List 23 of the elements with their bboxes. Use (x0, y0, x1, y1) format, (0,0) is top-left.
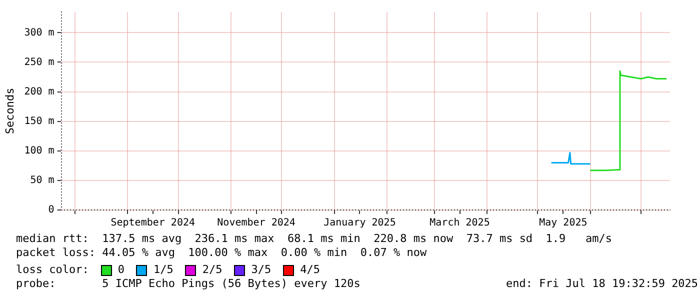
x-tick-label: January 2025 (324, 218, 396, 229)
legend-title: loss color: (16, 263, 89, 277)
y-tick-label: 300 m (24, 27, 54, 38)
y-tick-label: 0 (48, 204, 54, 216)
y-tick-label: 150 m (24, 116, 54, 127)
legend-label: 3/5 (251, 263, 272, 277)
y-tick-label: 200 m (24, 86, 54, 98)
y-axis-title: Seconds (3, 88, 16, 134)
legend-label: 2/5 (202, 263, 222, 277)
x-tick-label: September 2024 (110, 218, 196, 229)
text: probe: 5 ICMP Echo Pings (56 Bytes) every 120s (16, 277, 360, 291)
y-tick-label: 50 m (30, 175, 54, 186)
text: median rtt: 137.5 ms avg 236.1 ms max 68.1 ms min 220.8 ms now 73.7 ms sd 1.9 am/s (16, 232, 612, 246)
y-tick-label: 100 m (24, 145, 54, 156)
x-tick-label: March 2025 (430, 218, 490, 229)
legend-label: 4/5 (300, 263, 320, 277)
legend-label: 0 (118, 263, 124, 277)
y-tick-label: 250 m (24, 56, 54, 68)
x-tick-label: November 2024 (217, 218, 296, 229)
x-tick-label: May 2025 (539, 218, 588, 229)
legend-label: 1/5 (153, 263, 174, 277)
text: packet loss: 44.05 % avg 100.00 % max 0.00 % min 0.07 % now (16, 246, 427, 260)
text: end: Fri Jul 18 19:32:59 2025 (506, 277, 697, 291)
